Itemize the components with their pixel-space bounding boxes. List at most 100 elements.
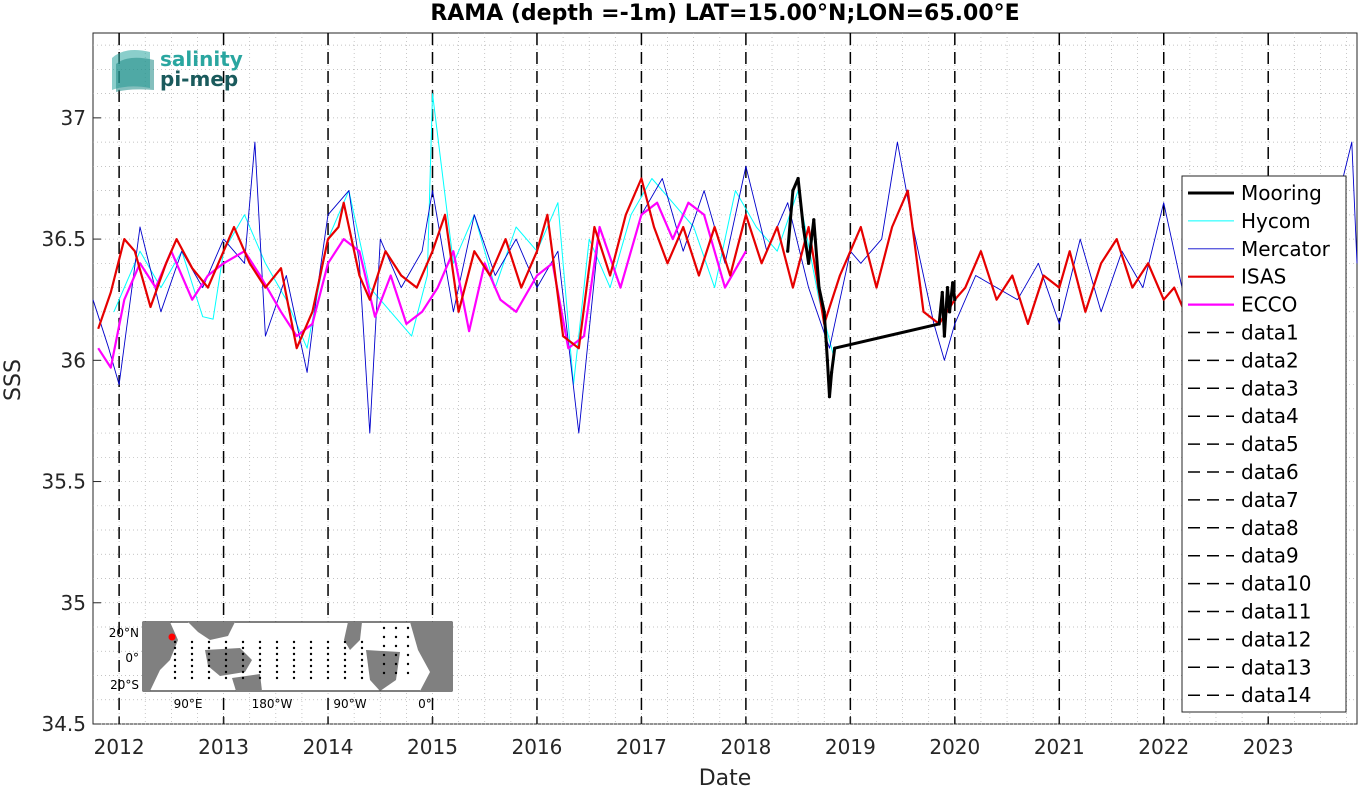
mooring-point bbox=[833, 346, 837, 350]
array-dot bbox=[343, 676, 347, 680]
array-dot bbox=[406, 644, 410, 648]
x-tick-label: 2015 bbox=[407, 735, 458, 759]
x-tick-label: 2013 bbox=[198, 735, 249, 759]
mooring-point bbox=[822, 310, 826, 314]
array-dot bbox=[343, 670, 347, 674]
array-dot bbox=[207, 652, 211, 656]
array-dot bbox=[173, 664, 177, 668]
array-dot bbox=[292, 670, 296, 674]
mooring-point bbox=[945, 285, 950, 290]
y-tick-label: 34.5 bbox=[41, 712, 86, 736]
array-dot bbox=[190, 646, 194, 650]
array-dot bbox=[173, 646, 177, 650]
vertical-lines bbox=[118, 33, 1269, 724]
array-dot bbox=[292, 664, 296, 668]
x-tick-label: 2012 bbox=[94, 735, 145, 759]
array-dot bbox=[173, 640, 177, 644]
array-dot bbox=[326, 652, 330, 656]
legend-label: data6 bbox=[1241, 460, 1299, 484]
array-dot bbox=[173, 652, 177, 656]
array-dot bbox=[224, 664, 228, 668]
x-tick-label: 2023 bbox=[1243, 735, 1294, 759]
array-dot bbox=[241, 658, 245, 662]
legend-label: data4 bbox=[1241, 404, 1299, 428]
array-dot bbox=[406, 671, 410, 675]
array-dot bbox=[360, 640, 364, 644]
array-dot bbox=[309, 640, 313, 644]
array-dot bbox=[173, 658, 177, 662]
array-dot bbox=[173, 676, 177, 680]
array-dot bbox=[292, 646, 296, 650]
array-dot bbox=[190, 652, 194, 656]
array-dot bbox=[258, 646, 262, 650]
map-lon-label-3: 90°W bbox=[333, 697, 366, 711]
array-dot bbox=[394, 644, 398, 648]
array-dot bbox=[275, 646, 279, 650]
mooring-point bbox=[942, 334, 946, 338]
array-dot bbox=[326, 664, 330, 668]
array-dot bbox=[241, 646, 245, 650]
legend-label: data2 bbox=[1241, 348, 1299, 372]
legend-label: data7 bbox=[1241, 488, 1299, 512]
mooring-point bbox=[953, 298, 957, 302]
array-dot bbox=[241, 640, 245, 644]
array-dot bbox=[394, 653, 398, 657]
salinity-pi-mep-logo: salinity pi-mep bbox=[112, 47, 243, 92]
array-dot bbox=[382, 644, 386, 648]
array-dot bbox=[326, 670, 330, 674]
mooring-point bbox=[947, 310, 952, 314]
map-lat-label-2: 0° bbox=[125, 651, 139, 665]
y-axis: 34.5 35 35.5 36 36.5 37 bbox=[41, 106, 101, 736]
mooring-point bbox=[829, 370, 834, 375]
x-tick-label: 2021 bbox=[1034, 735, 1085, 759]
array-dot bbox=[207, 670, 211, 674]
mooring-point bbox=[791, 188, 795, 193]
array-dot bbox=[292, 676, 296, 680]
map-lon-label-2: 180°W bbox=[252, 697, 293, 711]
y-axis-label: SSS bbox=[1, 359, 26, 401]
legend-label: data14 bbox=[1241, 683, 1312, 707]
array-dot bbox=[326, 676, 330, 680]
y-tick-label: 35.5 bbox=[41, 470, 86, 494]
array-dot bbox=[207, 646, 211, 650]
array-dot bbox=[406, 662, 410, 666]
array-dot bbox=[224, 640, 228, 644]
array-dot bbox=[241, 664, 245, 668]
mooring-point bbox=[951, 281, 955, 285]
legend-label: ECCO bbox=[1241, 293, 1297, 317]
array-dot bbox=[309, 658, 313, 662]
array-dot bbox=[309, 670, 313, 674]
array-dot bbox=[190, 664, 194, 668]
array-dot bbox=[258, 652, 262, 656]
x-tick-label: 2018 bbox=[720, 735, 771, 759]
array-dot bbox=[292, 658, 296, 662]
series-line-isas bbox=[97, 177, 1186, 350]
array-dot bbox=[275, 664, 279, 668]
array-dot bbox=[292, 640, 296, 644]
x-tick-label: 2019 bbox=[825, 735, 876, 759]
array-dot bbox=[258, 670, 262, 674]
mooring-point bbox=[940, 290, 944, 295]
array-dot bbox=[343, 646, 347, 650]
series-line-mercator bbox=[92, 141, 1358, 434]
x-axis: 2012 2013 2014 2015 2016 2017 2018 2019 2020 2021… bbox=[94, 716, 1294, 759]
array-dot bbox=[275, 652, 279, 656]
x-axis-label: Date bbox=[699, 766, 752, 790]
array-dot bbox=[207, 640, 211, 644]
array-dot bbox=[360, 670, 364, 674]
array-dot bbox=[394, 662, 398, 666]
array-dot bbox=[343, 640, 347, 644]
legend-label: data11 bbox=[1241, 600, 1312, 624]
array-dot bbox=[224, 658, 228, 662]
array-dot bbox=[360, 652, 364, 656]
array-dot bbox=[258, 640, 262, 644]
array-dot bbox=[241, 670, 245, 674]
map-lon-label-4: 0° bbox=[418, 697, 432, 711]
array-dot bbox=[292, 652, 296, 656]
map-lat-label-1: 20°N bbox=[109, 626, 139, 640]
array-dot bbox=[275, 676, 279, 680]
y-tick-label: 36 bbox=[61, 348, 86, 372]
legend-label: data3 bbox=[1241, 376, 1299, 400]
array-dot bbox=[224, 652, 228, 656]
